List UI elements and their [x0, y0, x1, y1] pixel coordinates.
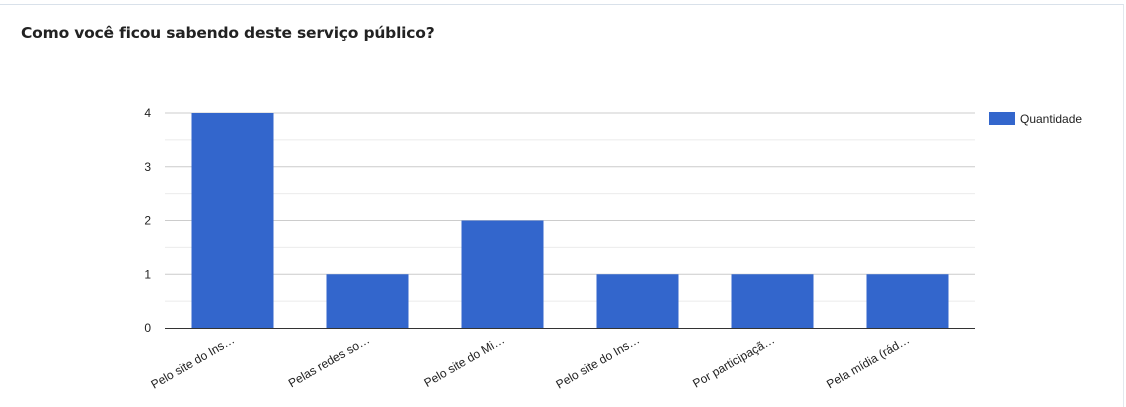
legend-swatch: [989, 112, 1015, 125]
bars: [191, 113, 949, 329]
x-tick-label: Pelo site do Ins…: [149, 332, 237, 391]
x-tick-label: Pelas redes so…: [286, 332, 372, 390]
bar[interactable]: [461, 220, 544, 329]
y-tick-label: 4: [144, 106, 151, 120]
y-tick-label: 3: [144, 160, 151, 174]
bar[interactable]: [596, 274, 679, 328]
x-tick-label: Pelo site do Mi…: [421, 332, 507, 389]
legend: Quantidade: [989, 112, 1082, 126]
y-tick-label: 1: [144, 267, 151, 281]
x-tick-label: Por participaçã…: [690, 332, 777, 390]
bar[interactable]: [191, 113, 274, 328]
y-axis-labels: 0 1 2 3 4: [144, 106, 151, 335]
y-tick-label: 2: [144, 214, 151, 228]
x-tick-label: Pela mídia (rád…: [824, 332, 912, 391]
chart-title: Como você ficou sabendo deste serviço pú…: [21, 24, 435, 42]
bar[interactable]: [731, 274, 814, 328]
x-axis-labels: Pelo site do Ins… Pelas redes so… Pelo sit…: [149, 332, 912, 391]
chart-card: Como você ficou sabendo deste serviço pú…: [0, 4, 1124, 407]
y-tick-label: 0: [144, 321, 151, 335]
gridlines: [165, 112, 975, 302]
bar[interactable]: [326, 274, 409, 328]
x-tick-label: Pelo site do Ins…: [554, 332, 642, 391]
legend-label: Quantidade: [1020, 112, 1082, 126]
bar[interactable]: [866, 274, 949, 328]
